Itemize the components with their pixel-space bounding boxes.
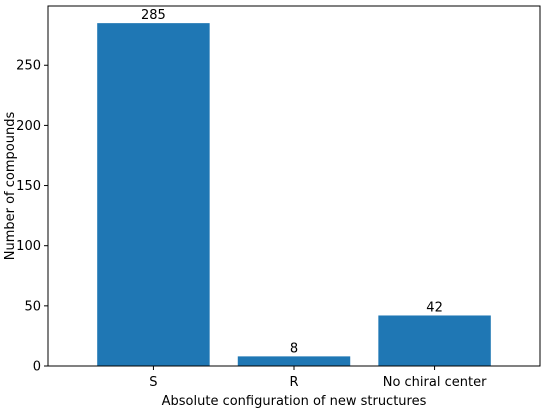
- y-tick-label-4: 200: [16, 119, 41, 134]
- x-tick-label-2: No chiral center: [383, 375, 487, 390]
- bar-0: [97, 23, 210, 367]
- data-label-1: 8: [290, 341, 298, 356]
- x-axis-label: Absolute configuration of new structures: [162, 394, 427, 409]
- data-label-0: 285: [141, 8, 166, 23]
- y-tick-label-5: 250: [16, 59, 41, 74]
- y-tick-label-0: 0: [33, 360, 41, 375]
- y-tick-label-2: 100: [16, 239, 41, 254]
- bar-1: [237, 356, 351, 366]
- y-tick-label-1: 50: [24, 299, 41, 314]
- x-tick-label-1: R: [289, 375, 298, 390]
- y-axis: 0 50 100 150 200 250: [16, 59, 48, 375]
- data-labels: 285 8 42: [141, 8, 443, 356]
- x-axis: S R No chiral center: [149, 366, 487, 390]
- bar-2: [378, 315, 491, 366]
- y-tick-label-3: 150: [16, 179, 41, 194]
- y-axis-label: Number of compounds: [3, 112, 18, 261]
- x-tick-label-0: S: [149, 375, 157, 390]
- bars: [97, 23, 491, 367]
- plot-frame: [47, 5, 541, 367]
- data-label-2: 42: [426, 300, 443, 315]
